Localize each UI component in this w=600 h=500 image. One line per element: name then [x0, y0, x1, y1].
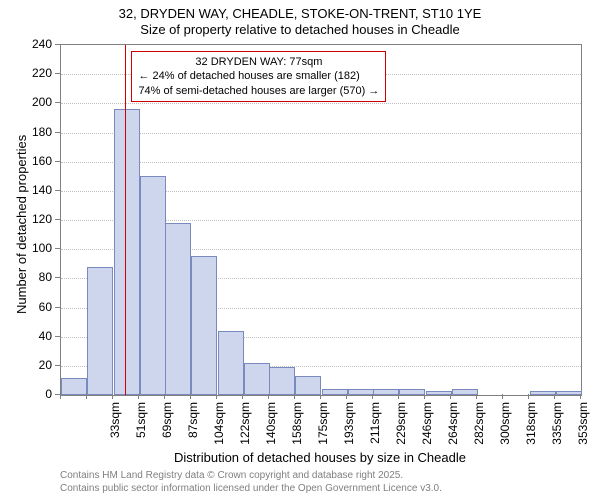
y-tick-label: 140 — [0, 183, 52, 197]
histogram-bar — [452, 389, 478, 395]
x-tick-label: 335sqm — [550, 402, 564, 452]
x-tick-label: 282sqm — [472, 402, 486, 452]
histogram-bar — [530, 391, 556, 395]
annotation-line1: 32 DRYDEN WAY: 77sqm — [138, 55, 379, 69]
credits: Contains HM Land Registry data © Crown c… — [60, 470, 442, 495]
x-tick-label: 33sqm — [108, 402, 122, 452]
x-tick-mark — [372, 394, 373, 399]
chart-titles: 32, DRYDEN WAY, CHEADLE, STOKE-ON-TRENT,… — [0, 0, 600, 37]
histogram-bar — [165, 223, 191, 395]
histogram-bar — [218, 331, 244, 395]
y-tick-mark — [55, 248, 60, 249]
credits-line2: Contains public sector information licen… — [60, 483, 442, 496]
x-tick-mark — [242, 394, 243, 399]
x-tick-label: 353sqm — [576, 402, 590, 452]
y-tick-label: 120 — [0, 212, 52, 226]
x-tick-label: 264sqm — [446, 402, 460, 452]
histogram-bar — [348, 389, 374, 395]
y-tick-label: 220 — [0, 66, 52, 80]
x-tick-label: 122sqm — [238, 402, 252, 452]
title-subtitle: Size of property relative to detached ho… — [0, 22, 600, 38]
y-tick-label: 0 — [0, 387, 52, 401]
title-address: 32, DRYDEN WAY, CHEADLE, STOKE-ON-TRENT,… — [0, 6, 600, 22]
y-tick-mark — [55, 102, 60, 103]
x-tick-label: 211sqm — [368, 402, 382, 452]
reference-line — [125, 45, 126, 395]
histogram-bar — [295, 376, 321, 395]
y-tick-label: 20 — [0, 358, 52, 372]
x-tick-mark — [86, 394, 87, 399]
x-tick-mark — [138, 394, 139, 399]
x-tick-label: 158sqm — [290, 402, 304, 452]
histogram-bar — [140, 176, 166, 395]
x-tick-label: 175sqm — [316, 402, 330, 452]
x-tick-label: 318sqm — [524, 402, 538, 452]
y-tick-mark — [55, 219, 60, 220]
y-tick-label: 240 — [0, 37, 52, 51]
plot-area: 32 DRYDEN WAY: 77sqm← 24% of detached ho… — [60, 44, 582, 396]
histogram-bar — [61, 378, 87, 396]
x-tick-mark — [216, 394, 217, 399]
histogram-bar — [269, 367, 295, 395]
x-tick-mark — [528, 394, 529, 399]
x-tick-mark — [476, 394, 477, 399]
histogram-bar — [322, 389, 348, 395]
x-axis-title: Distribution of detached houses by size … — [60, 450, 580, 465]
x-tick-mark — [190, 394, 191, 399]
histogram-bar — [114, 109, 140, 395]
x-tick-label: 87sqm — [186, 402, 200, 452]
x-tick-mark — [554, 394, 555, 399]
x-tick-label: 193sqm — [342, 402, 356, 452]
histogram-bar — [373, 389, 399, 395]
x-tick-mark — [346, 394, 347, 399]
x-tick-label: 69sqm — [160, 402, 174, 452]
x-tick-mark — [398, 394, 399, 399]
x-tick-mark — [424, 394, 425, 399]
histogram-bar — [556, 391, 582, 395]
x-tick-mark — [60, 394, 61, 399]
y-tick-mark — [55, 132, 60, 133]
y-tick-label: 160 — [0, 154, 52, 168]
annotation-box: 32 DRYDEN WAY: 77sqm← 24% of detached ho… — [131, 51, 386, 102]
x-tick-label: 51sqm — [134, 402, 148, 452]
y-tick-mark — [55, 190, 60, 191]
y-tick-mark — [55, 277, 60, 278]
chart-container: { "titles": { "line1": "32, DRYDEN WAY, … — [0, 0, 600, 500]
gridline — [61, 103, 581, 104]
y-tick-label: 200 — [0, 95, 52, 109]
x-tick-label: 300sqm — [498, 402, 512, 452]
x-tick-label: 140sqm — [264, 402, 278, 452]
y-tick-label: 180 — [0, 125, 52, 139]
histogram-bar — [191, 256, 217, 395]
histogram-bar — [399, 389, 425, 395]
annotation-line2: ← 24% of detached houses are smaller (18… — [138, 69, 379, 83]
x-tick-mark — [502, 394, 503, 399]
x-tick-mark — [450, 394, 451, 399]
histogram-bar — [426, 391, 452, 395]
y-tick-mark — [55, 336, 60, 337]
y-tick-mark — [55, 307, 60, 308]
x-tick-label: 246sqm — [420, 402, 434, 452]
x-tick-mark — [268, 394, 269, 399]
x-tick-label: 229sqm — [394, 402, 408, 452]
x-tick-mark — [112, 394, 113, 399]
y-tick-label: 40 — [0, 329, 52, 343]
credits-line1: Contains HM Land Registry data © Crown c… — [60, 470, 442, 483]
y-tick-mark — [55, 44, 60, 45]
y-tick-label: 80 — [0, 270, 52, 284]
histogram-bar — [244, 363, 270, 395]
y-tick-label: 100 — [0, 241, 52, 255]
histogram-bar — [87, 267, 113, 395]
x-tick-mark — [320, 394, 321, 399]
x-tick-mark — [580, 394, 581, 399]
y-tick-label: 60 — [0, 300, 52, 314]
annotation-line3: 74% of semi-detached houses are larger (… — [138, 84, 379, 98]
x-tick-mark — [164, 394, 165, 399]
x-tick-mark — [294, 394, 295, 399]
y-tick-mark — [55, 73, 60, 74]
y-tick-mark — [55, 365, 60, 366]
x-tick-label: 104sqm — [212, 402, 226, 452]
y-tick-mark — [55, 161, 60, 162]
